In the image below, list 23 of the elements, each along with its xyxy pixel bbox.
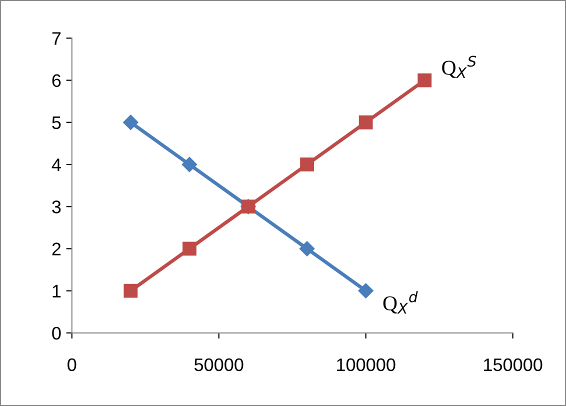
point	[358, 115, 373, 130]
y-tick-label: 3	[52, 200, 61, 214]
y-tick-label: 5	[52, 116, 61, 130]
point	[299, 241, 315, 256]
series-label: Q$_{X}$$^{d}$	[383, 291, 418, 314]
x-tick-label: 0	[68, 358, 76, 372]
point	[418, 73, 432, 88]
y-tick-label: 6	[52, 74, 61, 87]
point	[300, 158, 314, 172]
point	[124, 284, 138, 298]
point	[182, 242, 196, 256]
x-tick-label: 50000	[194, 358, 244, 372]
y-tick-label: 1	[52, 284, 61, 298]
y-tick-label: 7	[52, 32, 61, 45]
y-tick-label: 0	[52, 326, 61, 340]
point	[182, 156, 198, 172]
y-tick-label: 2	[52, 242, 61, 256]
x-tick-label: 100000	[337, 358, 396, 372]
x-tick-label: 150000	[484, 358, 542, 372]
series-label: Q$_{X}$$^{S}$	[442, 56, 476, 78]
point	[358, 283, 374, 298]
point	[123, 114, 138, 130]
y-tick-label: 4	[52, 158, 61, 172]
